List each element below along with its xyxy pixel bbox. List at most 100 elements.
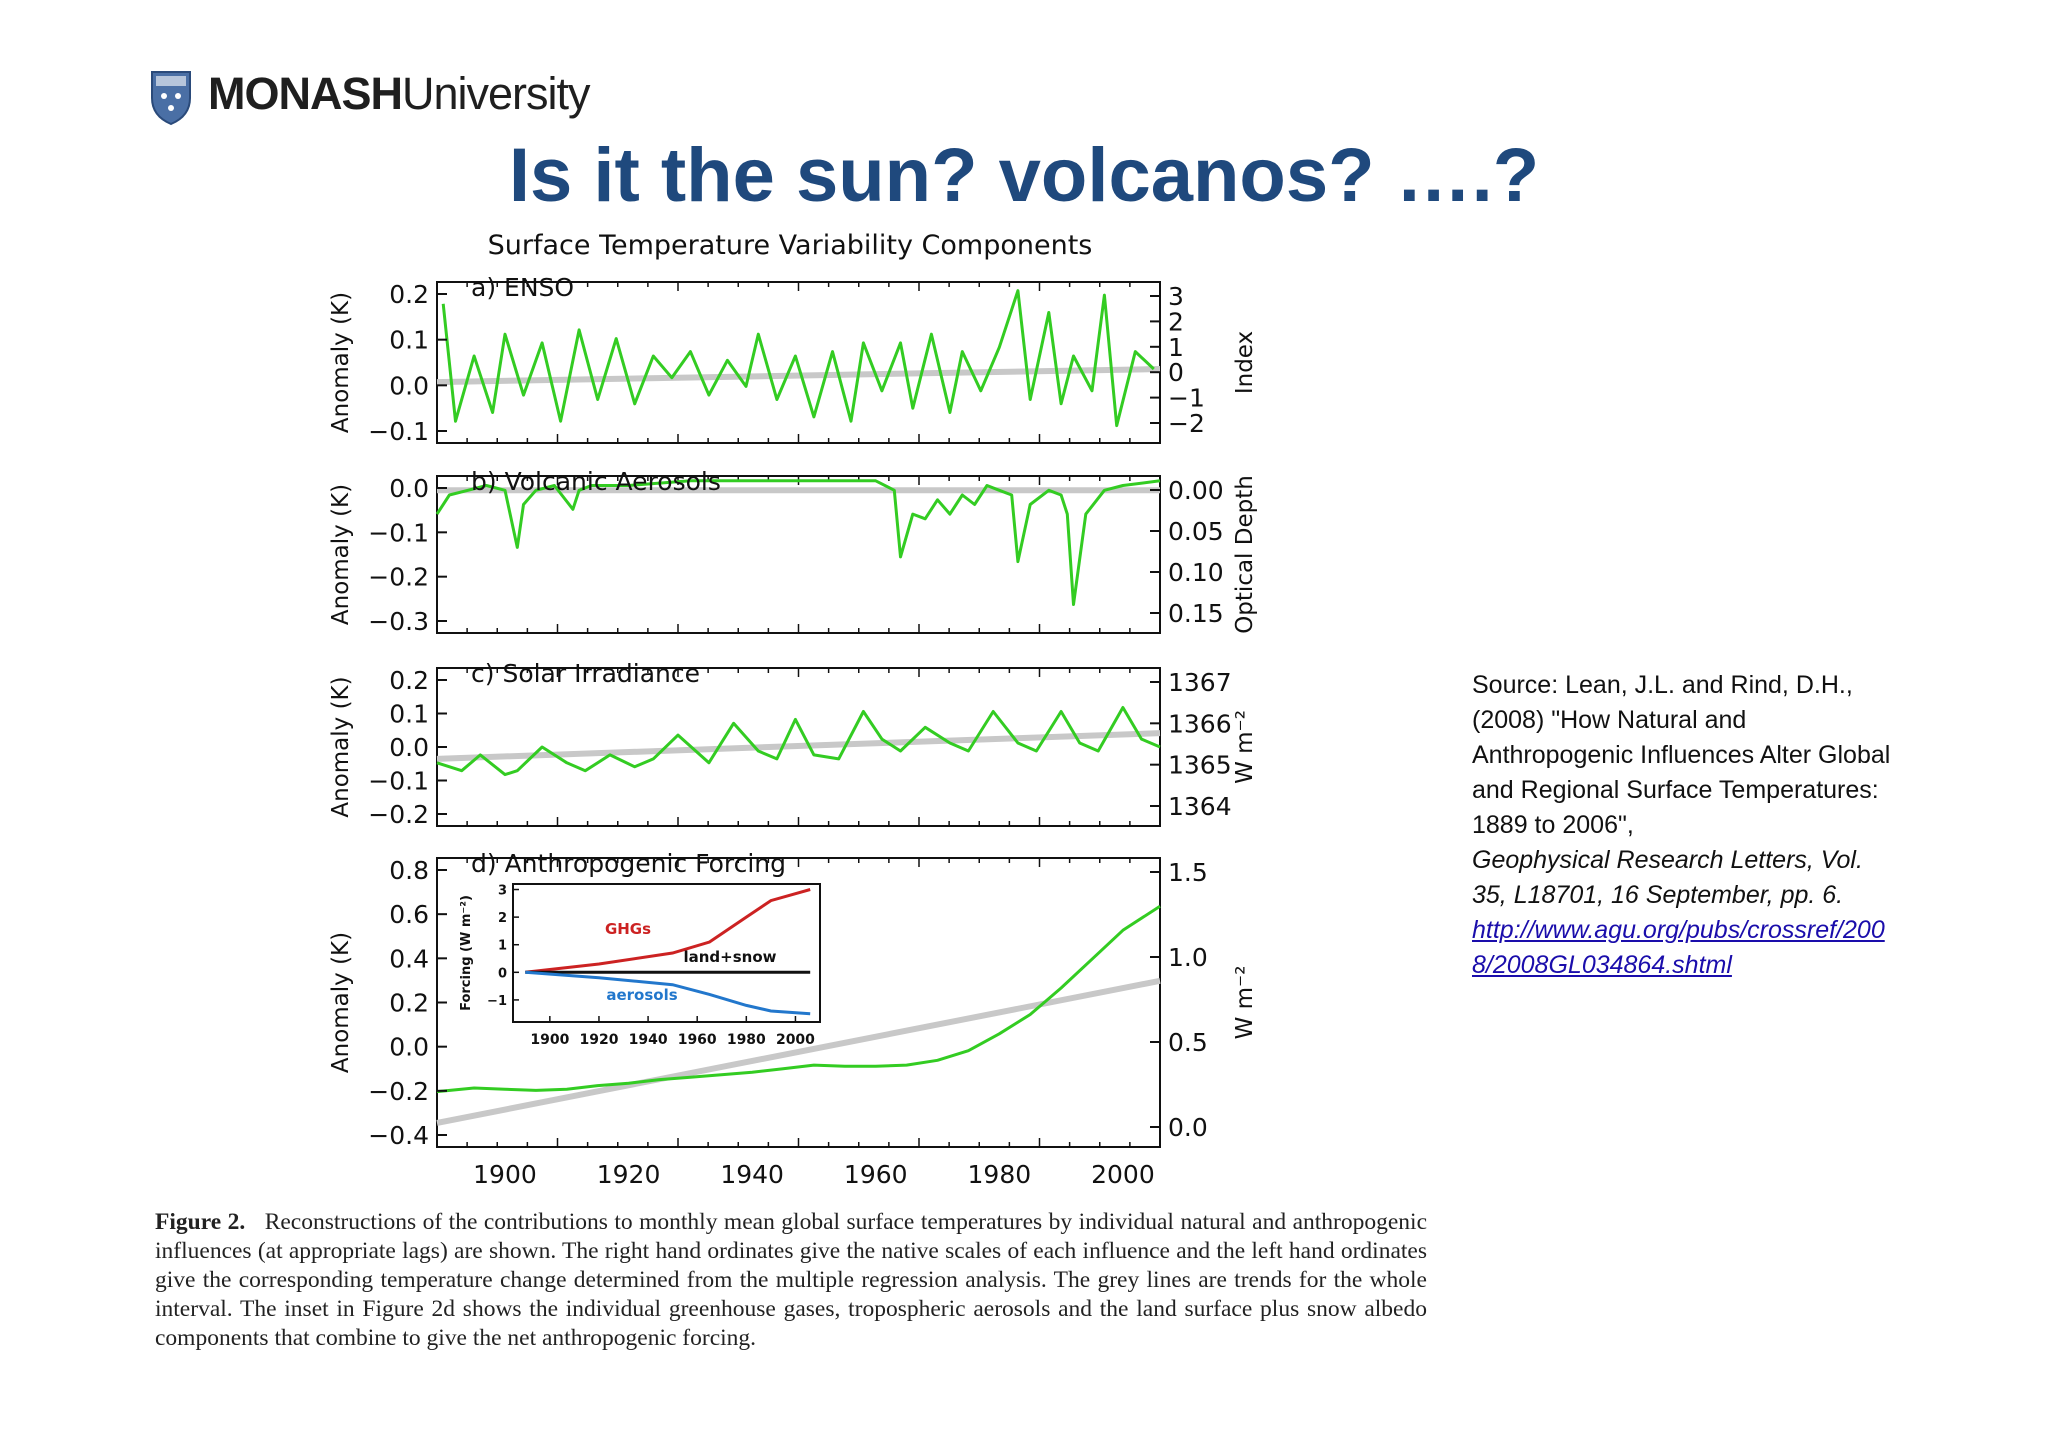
- right-tick-label: 0.10: [1168, 558, 1224, 587]
- inset-y-tick-label: 1: [498, 939, 507, 954]
- monash-crest-icon: [151, 71, 191, 126]
- x-tick-label: 2000: [1091, 1160, 1155, 1189]
- right-tick-label: 2: [1168, 307, 1184, 336]
- inset-y-tick-label: 2: [498, 911, 507, 926]
- right-tick-label: 0.15: [1168, 599, 1224, 628]
- panel-solar: 0.2 0.1 0.0 −0.1 −0.2 1367 1366 1365 1364 Anomaly…: [328, 659, 1258, 829]
- y-tick-label: 0.2: [389, 989, 429, 1018]
- series-line: [441, 289, 1155, 428]
- series-line: [435, 479, 1161, 606]
- right-tick-label: 0.05: [1168, 517, 1224, 546]
- series-line: [436, 706, 1161, 777]
- panel-anthro: 0.8 0.6 0.4 0.2 0.0 −0.2 −0.4 1.5 1.0 0.5 0.0 Anoma…: [328, 849, 1258, 1189]
- inset-series-label: aerosols: [606, 986, 677, 1004]
- inset-series-label: GHGs: [605, 920, 651, 938]
- panel-volcanic: 0.0 −0.1 −0.2 −0.3 0.00 0.05 0.10 0.15 Anomaly (…: [328, 467, 1258, 636]
- right-tick-label: 1.0: [1168, 943, 1208, 972]
- inset-series-line: [525, 970, 811, 1016]
- slide-title: Is it the sun? volcanos? ….?: [508, 133, 1540, 218]
- figure-caption: Figure 2. Reconstructions of the contrib…: [155, 1208, 1427, 1353]
- inset-x-tick-label: 1900: [530, 1032, 569, 1048]
- right-tick-label: 0.00: [1168, 476, 1224, 505]
- right-axis-label: Index: [1232, 331, 1258, 394]
- y-tick-label: 0.4: [389, 944, 429, 973]
- inset-y-tick-label: 0: [498, 966, 507, 981]
- brand-wordmark: MONASHUniversity: [208, 68, 591, 120]
- x-tick-label: 1900: [473, 1160, 537, 1189]
- caption-label: Figure 2.: [155, 1209, 246, 1235]
- y-tick-label: −0.2: [368, 563, 429, 592]
- source-journal: Geophysical Research Letters, Vol. 35, L…: [1472, 846, 1863, 909]
- panel-title: b) Volcanic Aerosols: [471, 467, 721, 496]
- inset-y-tick-label: 3: [498, 884, 507, 899]
- right-tick-label: 1.5: [1168, 858, 1208, 887]
- right-tick-label: 1: [1168, 333, 1184, 362]
- right-tick-label: 0: [1168, 358, 1184, 387]
- inset-chart: 3 2 1 0 −1 1900 1920 1940 1960 1980 2000 Forcing (W…: [459, 883, 821, 1048]
- right-tick-label: −1: [1168, 384, 1205, 413]
- inset-y-axis-label: Forcing (W m⁻²): [459, 895, 474, 1011]
- y-tick-label: −0.2: [368, 1077, 429, 1106]
- x-tick-label: 1920: [597, 1160, 661, 1189]
- panel-frame: [436, 475, 1161, 634]
- panel-title: a) ENSO: [471, 273, 574, 302]
- source-text: Source: Lean, J.L. and Rind, D.H., (2008…: [1472, 671, 1891, 839]
- right-tick-label: 1366: [1168, 709, 1232, 738]
- y-tick-label: −0.1: [368, 417, 429, 446]
- y-tick-label: −0.1: [368, 767, 429, 796]
- series-line: [436, 904, 1161, 1094]
- y-tick-label: 0.0: [389, 371, 429, 400]
- y-tick-label: 0.1: [389, 326, 429, 355]
- right-tick-label: 1364: [1168, 792, 1232, 821]
- trend-line: [436, 366, 1161, 386]
- source-link[interactable]: http://www.agu.org/pubs/crossref/2008/20…: [1472, 916, 1885, 979]
- trend-line: [436, 730, 1161, 762]
- x-tick-label: 1960: [844, 1160, 908, 1189]
- y-tick-label: 0.0: [389, 1033, 429, 1062]
- inset-x-tick-label: 1980: [727, 1032, 766, 1048]
- inset-y-tick-label: −1: [487, 994, 507, 1009]
- y-tick-label: −0.4: [368, 1121, 429, 1150]
- y-axis-label: Anomaly (K): [328, 292, 354, 433]
- y-tick-label: −0.3: [368, 607, 429, 636]
- y-tick-label: 0.2: [389, 666, 429, 695]
- y-axis-label: Anomaly (K): [328, 932, 354, 1073]
- inset-x-tick-label: 1940: [629, 1032, 668, 1048]
- inset-x-tick-label: 1920: [579, 1032, 618, 1048]
- figure-title: Surface Temperature Variability Componen…: [488, 230, 1093, 261]
- right-tick-label: 3: [1168, 282, 1184, 311]
- y-tick-label: 0.8: [389, 856, 429, 885]
- right-axis-label: W m⁻²: [1232, 710, 1258, 784]
- panel-title: d) Anthropogenic Forcing: [471, 849, 786, 878]
- inset-series-line: [525, 888, 811, 974]
- inset-series-label: land+snow: [683, 948, 776, 966]
- right-axis-label: W m⁻²: [1232, 966, 1258, 1040]
- right-tick-label: 0.0: [1168, 1113, 1208, 1142]
- source-citation: Source: Lean, J.L. and Rind, D.H., (2008…: [1472, 668, 1892, 983]
- brand-bold: MONASH: [208, 68, 403, 119]
- right-tick-label: 1367: [1168, 668, 1232, 697]
- caption-text: Reconstructions of the contributions to …: [155, 1209, 1428, 1351]
- right-tick-label: −2: [1168, 409, 1205, 438]
- right-axis-label: Optical Depth: [1232, 475, 1258, 634]
- right-tick-label: 1365: [1168, 751, 1232, 780]
- inset-x-tick-label: 1960: [678, 1032, 717, 1048]
- right-tick-label: 0.5: [1168, 1028, 1208, 1057]
- y-tick-label: −0.1: [368, 518, 429, 547]
- y-tick-label: 0.0: [389, 733, 429, 762]
- panel-title: c) Solar Irradiance: [471, 659, 700, 688]
- x-tick-label: 1980: [968, 1160, 1032, 1189]
- brand-light: University: [402, 68, 591, 119]
- y-tick-label: 0.0: [389, 474, 429, 503]
- y-axis-label: Anomaly (K): [328, 676, 354, 817]
- y-axis-label: Anomaly (K): [328, 484, 354, 625]
- x-tick-label: 1940: [720, 1160, 784, 1189]
- y-tick-label: 0.6: [389, 900, 429, 929]
- y-tick-label: 0.1: [389, 700, 429, 729]
- y-tick-label: 0.2: [389, 280, 429, 309]
- inset-x-tick-label: 2000: [776, 1032, 815, 1048]
- trend-line: [436, 977, 1161, 1126]
